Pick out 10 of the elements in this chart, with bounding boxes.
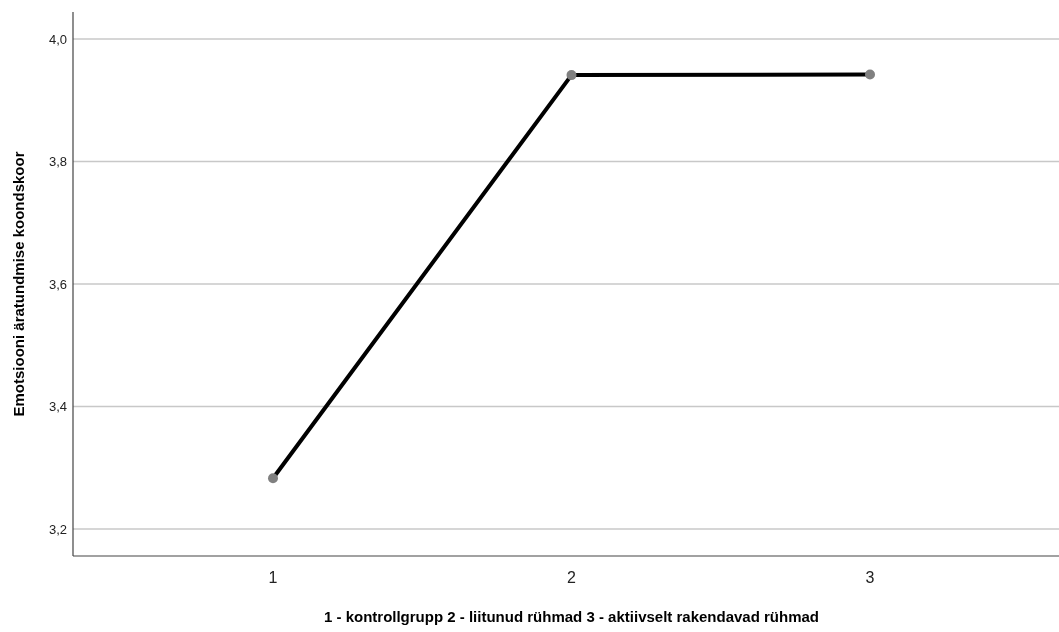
x-tick-label: 2 (567, 569, 577, 586)
y-tick-label: 3,8 (48, 154, 67, 170)
x-axis-title: 1 - kontrollgrupp 2 - liitunud rühmad 3 - aktiivselt rakendavad rühmad (323, 608, 820, 625)
y-axis-title: Emotsiooni äratundmise koondskoor (10, 151, 27, 417)
y-tick-label: 4,0 (48, 31, 67, 47)
y-tick-label: 3,4 (48, 399, 67, 415)
x-tick-label: 3 (865, 569, 875, 586)
x-tick-label: 1 (268, 569, 278, 586)
y-tick-label: 3,6 (48, 276, 67, 292)
y-tick-label: 3,2 (48, 521, 67, 537)
